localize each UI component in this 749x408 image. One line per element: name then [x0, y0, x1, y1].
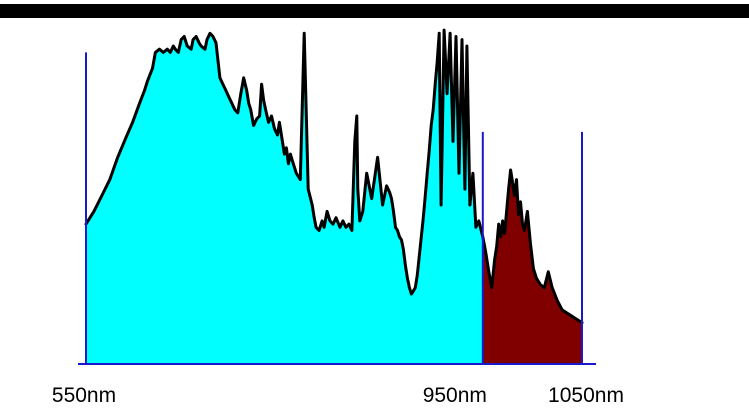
spectrum-outline-group: [84, 28, 584, 325]
spectrum-area-region-1: [86, 30, 483, 364]
tick-label-950nm: 950nm: [423, 384, 487, 407]
tick-label-550nm: 550nm: [52, 384, 116, 407]
top-bar: [0, 4, 749, 18]
spectrum-outline: [84, 28, 584, 325]
wavelength-markers: [85, 52, 583, 364]
x-tick-labels: 550nm 950nm 1050nm: [52, 384, 624, 407]
tick-label-1050nm: 1050nm: [548, 384, 624, 407]
